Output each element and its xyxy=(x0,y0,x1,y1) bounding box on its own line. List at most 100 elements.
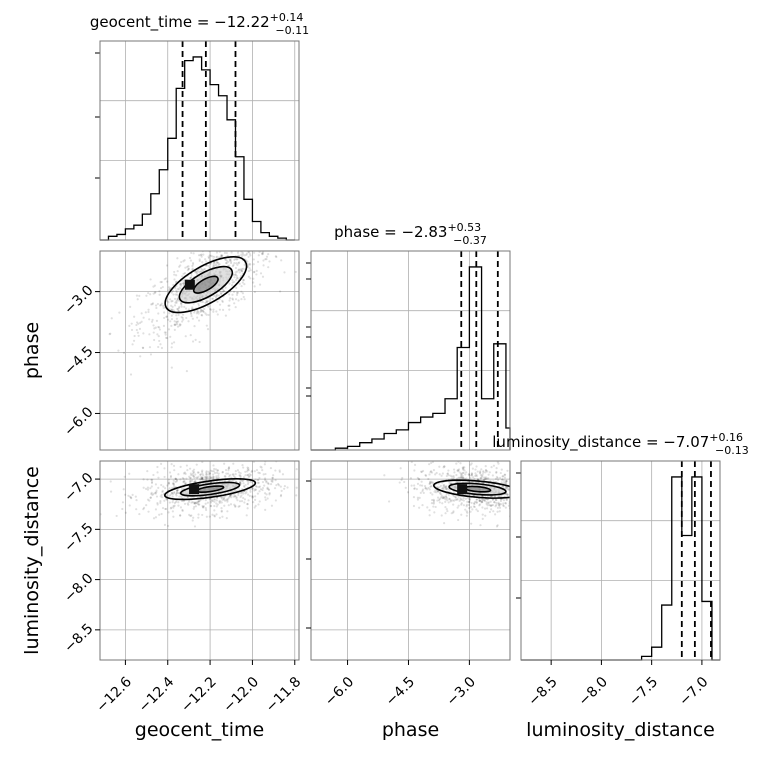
scatter-point xyxy=(460,502,463,505)
scatter-point xyxy=(490,504,493,507)
scatter-point xyxy=(219,247,221,249)
scatter-point xyxy=(503,481,506,484)
scatter-point xyxy=(536,487,538,489)
scatter-point xyxy=(161,506,165,510)
scatter-point xyxy=(525,485,527,487)
scatter-point xyxy=(169,507,172,510)
scatter-point xyxy=(172,484,176,487)
scatter-point xyxy=(187,308,190,311)
scatter-point xyxy=(200,314,204,317)
scatter-point xyxy=(167,328,171,331)
scatter-point xyxy=(189,480,192,483)
scatter-point xyxy=(158,293,161,296)
scatter-point xyxy=(249,234,251,236)
scatter-point xyxy=(283,271,286,274)
scatter-point xyxy=(465,477,468,480)
scatter-point xyxy=(470,474,473,477)
scatter-point xyxy=(199,308,202,311)
x-tick-label-luminosity_distance: −8.0 xyxy=(576,674,611,709)
scatter-point xyxy=(475,501,478,504)
scatter-point xyxy=(444,500,447,503)
scatter-point xyxy=(233,261,236,265)
scatter-point xyxy=(280,259,283,262)
scatter-point xyxy=(429,470,433,473)
scatter-point xyxy=(182,472,186,475)
scatter-point xyxy=(206,501,209,504)
scatter-point xyxy=(169,308,173,311)
scatter-point xyxy=(201,504,204,508)
scatter-point xyxy=(236,469,240,472)
scatter-point xyxy=(128,324,131,327)
scatter-point xyxy=(193,501,196,505)
scatter-point xyxy=(222,243,224,245)
scatter-point xyxy=(228,282,231,285)
scatter-point xyxy=(231,265,234,268)
scatter-point xyxy=(225,259,228,262)
scatter-point xyxy=(242,476,246,479)
scatter-point xyxy=(258,485,262,488)
scatter-point xyxy=(202,506,205,509)
scatter-point xyxy=(424,487,427,490)
scatter-point xyxy=(203,307,206,311)
scatter-point xyxy=(228,299,231,302)
scatter-point xyxy=(153,327,156,330)
scatter-point xyxy=(449,499,453,502)
scatter-frame xyxy=(99,460,300,661)
scatter-point xyxy=(247,269,250,273)
scatter-point xyxy=(462,504,466,507)
scatter-point xyxy=(194,480,197,483)
scatter-point xyxy=(478,504,481,507)
x-axis-label-phase: phase xyxy=(382,719,439,741)
x-axis-label-luminosity_distance: luminosity_distance xyxy=(526,719,715,741)
scatter-point xyxy=(514,490,516,492)
scatter-point xyxy=(240,290,243,293)
scatter-point xyxy=(479,499,482,503)
scatter-point xyxy=(479,476,482,479)
scatter-point xyxy=(246,474,250,477)
scatter-point xyxy=(443,484,446,487)
scatter-point xyxy=(213,471,217,475)
scatter-point xyxy=(279,485,282,488)
scatter-point xyxy=(512,500,514,502)
scatter-point xyxy=(265,480,268,483)
scatter-point xyxy=(176,325,180,328)
scatter-point xyxy=(460,473,463,476)
scatter-point xyxy=(498,502,501,506)
scatter-point xyxy=(455,498,458,501)
scatter-point xyxy=(441,487,444,490)
scatter-point xyxy=(447,501,450,504)
scatter-point xyxy=(240,269,243,273)
panel-title-geocent_time: geocent_time = −12.22+0.14 −0.11 xyxy=(90,11,309,37)
scatter-point xyxy=(191,317,194,320)
scatter-point xyxy=(246,260,249,263)
scatter-point xyxy=(156,501,159,505)
scatter-point xyxy=(251,496,254,499)
scatter-point xyxy=(271,476,274,480)
scatter-point xyxy=(283,484,286,488)
scatter-point xyxy=(454,495,457,499)
scatter-point xyxy=(254,495,257,498)
scatter-point xyxy=(517,485,519,487)
scatter-point xyxy=(219,292,223,295)
scatter-point xyxy=(253,229,255,231)
scatter-point xyxy=(215,251,219,254)
scatter-point xyxy=(410,484,413,487)
scatter-point xyxy=(219,500,222,503)
scatter-point xyxy=(176,308,180,311)
scatter-point xyxy=(429,485,432,488)
scatter-point xyxy=(164,487,167,490)
scatter-point xyxy=(228,494,232,498)
scatter-point xyxy=(432,505,435,508)
scatter-point xyxy=(526,500,528,502)
scatter-point xyxy=(422,491,425,495)
scatter-point xyxy=(511,479,513,481)
scatter-point xyxy=(162,485,165,488)
scatter-point xyxy=(235,278,238,282)
scatter-point xyxy=(160,280,163,284)
scatter-point xyxy=(504,506,507,509)
y-tick-label-phase: −4.5 xyxy=(61,343,96,378)
scatter-point xyxy=(182,282,185,285)
scatter-point xyxy=(176,297,179,300)
scatter-point xyxy=(156,302,160,306)
scatter-point xyxy=(430,461,433,465)
